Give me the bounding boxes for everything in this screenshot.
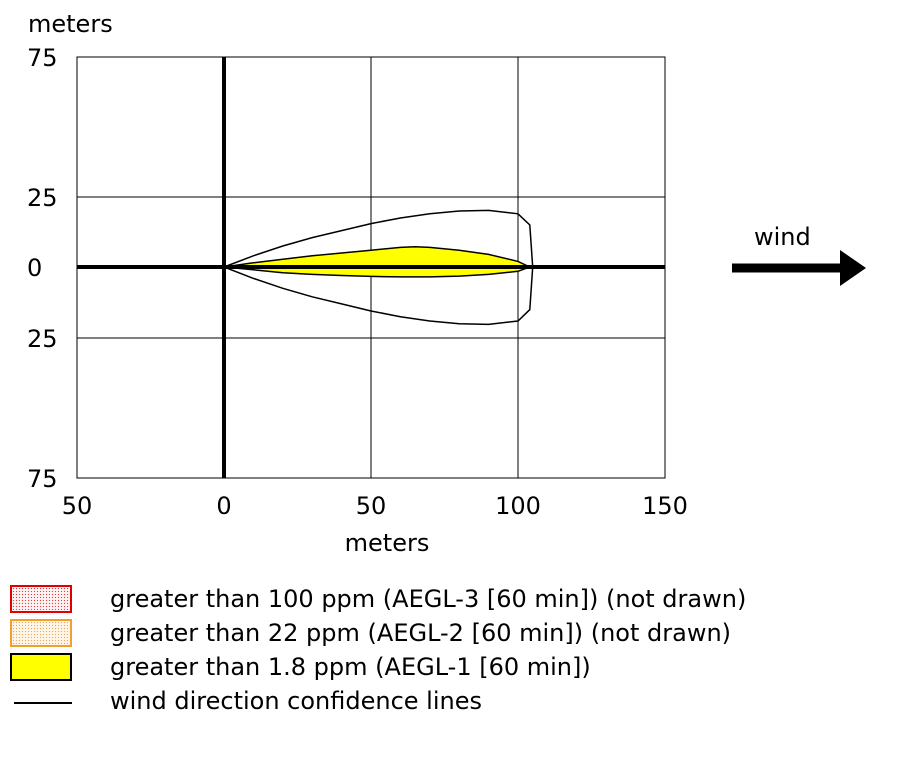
x-tick-label: 150 bbox=[642, 492, 688, 520]
wind-arrow-icon bbox=[840, 250, 866, 286]
legend: greater than 100 ppm (AEGL-3 [60 min]) (… bbox=[10, 582, 916, 718]
y-tick-label: 75 bbox=[27, 44, 58, 72]
x-tick-label: 50 bbox=[62, 492, 93, 520]
legend-item-confidence: wind direction confidence lines bbox=[10, 684, 916, 718]
legend-item-aegl2: greater than 22 ppm (AEGL-2 [60 min]) (n… bbox=[10, 616, 916, 650]
legend-label-aegl2: greater than 22 ppm (AEGL-2 [60 min]) (n… bbox=[110, 619, 732, 647]
legend-swatch-confidence-line bbox=[14, 702, 72, 704]
legend-label-aegl3: greater than 100 ppm (AEGL-3 [60 min]) (… bbox=[110, 585, 747, 613]
y-axis-label: meters bbox=[28, 10, 113, 38]
x-tick-label: 100 bbox=[495, 492, 541, 520]
legend-item-aegl1: greater than 1.8 ppm (AEGL-1 [60 min]) bbox=[10, 650, 916, 684]
legend-swatch-aegl3 bbox=[10, 585, 72, 613]
aegl1-threat-zone bbox=[223, 246, 532, 278]
axes bbox=[77, 57, 665, 478]
legend-label-confidence: wind direction confidence lines bbox=[110, 687, 482, 715]
legend-label-aegl1: greater than 1.8 ppm (AEGL-1 [60 min]) bbox=[110, 653, 591, 681]
x-axis-label: meters bbox=[345, 529, 430, 557]
threat-zone-chart: meters meters 75 25 0 25 75 50 0 50 100 150 wind bbox=[27, 10, 866, 557]
legend-swatch-aegl1 bbox=[10, 653, 72, 681]
y-tick-label: 0 bbox=[27, 254, 42, 282]
x-tick-label: 50 bbox=[356, 492, 387, 520]
legend-swatch-aegl2 bbox=[10, 619, 72, 647]
wind-label: wind bbox=[754, 223, 811, 251]
y-tick-label: 25 bbox=[27, 184, 58, 212]
y-tick-label: 25 bbox=[27, 325, 58, 353]
x-tick-label: 0 bbox=[216, 492, 231, 520]
legend-item-aegl3: greater than 100 ppm (AEGL-3 [60 min]) (… bbox=[10, 582, 916, 616]
y-tick-labels: 75 25 0 25 75 bbox=[27, 44, 58, 493]
y-tick-label: 75 bbox=[27, 465, 58, 493]
wind-indicator: wind bbox=[732, 223, 866, 286]
x-tick-labels: 50 0 50 100 150 bbox=[62, 492, 688, 520]
